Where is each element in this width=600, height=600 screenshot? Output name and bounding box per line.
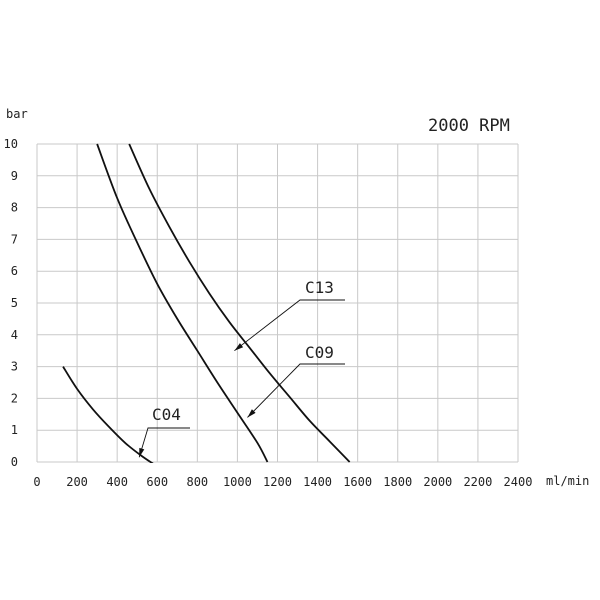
- x-tick-label: 1800: [383, 475, 412, 489]
- y-axis-label: bar: [6, 107, 28, 121]
- y-tick-label: 6: [11, 264, 18, 278]
- chart-title: 2000 RPM: [428, 116, 510, 136]
- series-label-c09: C09: [305, 343, 334, 362]
- grid: [36, 143, 519, 463]
- y-tick-label: 0: [11, 455, 18, 469]
- labels: 0 200 400 600 800 1000 1200 1400 1600 1800 2000 220…: [4, 137, 533, 489]
- y-tick-label: 7: [11, 232, 18, 246]
- curves: [62, 143, 351, 463]
- curve-c09: [96, 143, 269, 463]
- y-tick-label: 4: [11, 328, 18, 342]
- y-tick-label: 8: [11, 201, 18, 215]
- y-tick-label: 2: [11, 391, 18, 405]
- series-label-c04: C04: [152, 405, 181, 424]
- leader-c09: [247, 363, 345, 418]
- y-tick-label: 3: [11, 360, 18, 374]
- curve-c13: [128, 143, 351, 463]
- arrowhead-c09: [247, 409, 256, 418]
- x-tick-label: 1400: [303, 475, 332, 489]
- x-tick-label: 600: [146, 475, 168, 489]
- x-tick-label: 2000: [423, 475, 452, 489]
- x-tick-label: 0: [33, 475, 40, 489]
- leader-c04: [138, 427, 190, 458]
- y-tick-label: 5: [11, 296, 18, 310]
- x-tick-label: 800: [186, 475, 208, 489]
- y-tick-label: 9: [11, 169, 18, 183]
- x-tick-label: 400: [106, 475, 128, 489]
- y-tick-label: 10: [4, 137, 18, 151]
- x-tick-label: 200: [66, 475, 88, 489]
- x-tick-label: 1000: [223, 475, 252, 489]
- arrowhead-c13: [234, 343, 244, 351]
- x-tick-label: 2400: [504, 475, 533, 489]
- arrowhead-c04: [139, 447, 145, 458]
- x-tick-label: 1200: [263, 475, 292, 489]
- curve-c04: [62, 366, 154, 463]
- y-tick-label: 1: [11, 423, 18, 437]
- leader-c13: [234, 299, 345, 352]
- x-tick-label: 2200: [463, 475, 492, 489]
- x-axis-label: ml/min: [546, 474, 589, 488]
- series-label-c13: C13: [305, 278, 334, 297]
- x-tick-label: 1600: [343, 475, 372, 489]
